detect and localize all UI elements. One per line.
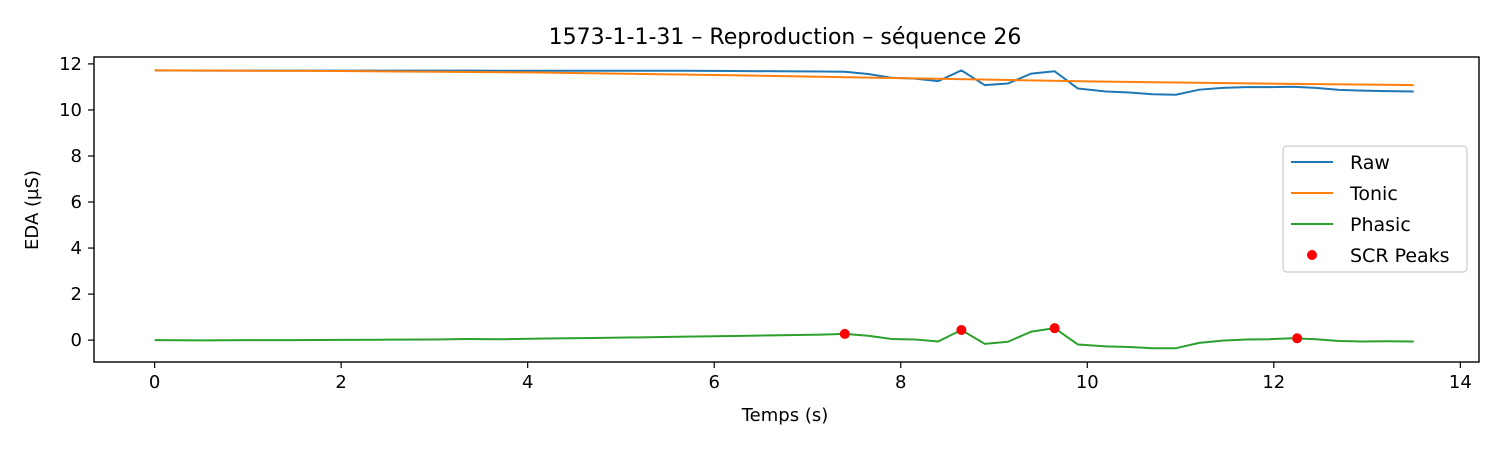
y-axis-title: EDA (µS) [22, 170, 43, 250]
legend-swatch-scr-peaks [1307, 250, 1317, 260]
legend: Raw Tonic Phasic SCR Peaks [1282, 145, 1468, 273]
series-line-phasic [154, 327, 1414, 350]
axes-frame [93, 56, 1480, 363]
y-tick-label: 12 [59, 54, 82, 75]
y-tick-label: 2 [71, 284, 82, 305]
legend-label-scr-peaks: SCR Peaks [1350, 245, 1450, 267]
x-tick-label: 10 [1076, 372, 1099, 393]
scr-peaks-point-3 [1292, 333, 1303, 344]
x-tick-label: 6 [708, 372, 719, 393]
scr-peaks-point-2 [1049, 323, 1060, 334]
x-tick-label: 8 [895, 372, 906, 393]
legend-box [1282, 145, 1468, 273]
series-line-raw [154, 69, 1414, 96]
y-tick-label: 6 [71, 192, 82, 213]
series-line-tonic [154, 69, 1414, 87]
y-tick-label: 8 [71, 146, 82, 167]
legend-label-tonic: Tonic [1349, 183, 1398, 205]
x-tick-label: 0 [149, 372, 160, 393]
legend-label-phasic: Phasic [1350, 214, 1411, 236]
x-axis-title: Temps (s) [741, 405, 829, 426]
x-tick-label: 12 [1262, 372, 1285, 393]
scr-peaks-point-0 [839, 328, 850, 339]
plot-area [154, 69, 1414, 350]
scr-peaks-point-1 [956, 325, 967, 335]
x-tick-label: 2 [335, 372, 346, 393]
x-tick-label: 4 [522, 372, 533, 393]
axis-ticks: 0 2 4 6 8 10 12 14 0 2 4 6 8 10 12 [59, 54, 1472, 393]
chart-title: 1573-1-1-31 – Reproduction – séquence 26 [549, 25, 1022, 50]
y-tick-label: 4 [71, 238, 82, 259]
y-tick-label: 10 [59, 100, 82, 121]
x-tick-label: 14 [1449, 372, 1472, 393]
y-tick-label: 0 [71, 330, 82, 351]
legend-label-raw: Raw [1350, 152, 1390, 174]
